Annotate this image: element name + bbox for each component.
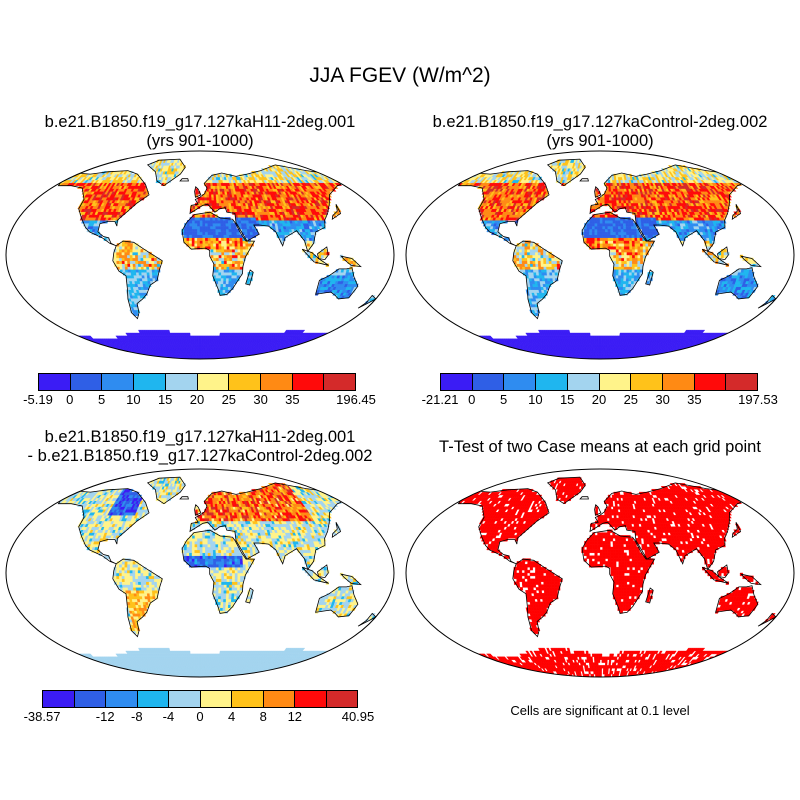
coastlines [57, 158, 377, 320]
colorbar-tick-label: 20 [189, 392, 205, 407]
map-border [5, 150, 395, 360]
panel-control-title-line1: b.e21.B1850.f19_g17.127kaControl-2deg.00… [432, 113, 768, 131]
colorbar-swatch [43, 691, 75, 707]
colorbar-tick-label: 35 [285, 392, 300, 407]
coastlines [457, 158, 777, 320]
panel-case-title-line2: (yrs 901-1000) [146, 132, 254, 150]
colorbar-tick-label: 0 [66, 392, 74, 407]
colorbar-tick-label: -8 [131, 709, 143, 724]
colorbar-swatch [260, 374, 293, 390]
colorbar-swatch [102, 374, 135, 390]
colorbar-tick-label: -5.19 [23, 392, 53, 407]
colorbar-swatch [200, 691, 232, 707]
colorbar-swatch [232, 691, 264, 707]
colorbar-tick-label: -21.21 [421, 392, 459, 407]
panel-case-title: b.e21.B1850.f19_g17.127kaH11-2deg.001 (y… [0, 113, 400, 151]
colorbar-swatch [441, 374, 473, 390]
colorbar-swatch [631, 374, 663, 390]
colorbar-tick-label: 20 [591, 392, 607, 407]
colorbar-difference [42, 690, 358, 708]
colorbar-swatch [137, 691, 169, 707]
colorbar-tick-label: 25 [623, 392, 639, 407]
colorbar-tick-label: 12 [287, 709, 303, 724]
map-control [405, 150, 795, 360]
colorbar-swatch [694, 374, 727, 390]
colorbar-swatch [229, 374, 261, 390]
colorbar-swatch [197, 374, 230, 390]
colorbar-difference-ticks: -38.57 -12 -8 -4 0 4 8 12 40.95 [24, 709, 375, 727]
colorbar-swatch [70, 374, 103, 390]
colorbar-swatch [292, 374, 325, 390]
map-grid-cells [454, 159, 777, 359]
panel-difference-title-line1: b.e21.B1850.f19_g17.127kaH11-2deg.001 [44, 428, 356, 446]
colorbar-swatch [263, 691, 295, 707]
colorbar-swatch [472, 374, 505, 390]
colorbar-tick-label: 30 [655, 392, 670, 407]
colorbar-swatch [134, 374, 166, 390]
colorbar-swatch [74, 691, 106, 707]
colorbar-control [440, 373, 758, 391]
coastlines [457, 476, 777, 638]
panel-control-title-line2: (yrs 901-1000) [546, 132, 654, 150]
colorbar-tick-label: 40.95 [341, 709, 375, 724]
panel-difference-title: b.e21.B1850.f19_g17.127kaH11-2deg.001 - … [0, 428, 400, 466]
colorbar-tick-label: 5 [97, 392, 106, 407]
significance-note: Cells are significant at 0.1 level [510, 703, 690, 718]
colorbar-swatch [504, 374, 537, 390]
colorbar-tick-label: 197.53 [738, 392, 778, 407]
colorbar-control-ticks: -21.21 0 5 10 15 20 25 30 35 197.53 [422, 392, 778, 410]
figure-title: JJA FGEV (W/m^2) [309, 64, 491, 87]
colorbar-swatch [662, 374, 695, 390]
map-border [405, 150, 795, 360]
panel-ttest-title: T-Test of two Case means at each grid po… [439, 438, 761, 456]
map-grid-cells [54, 477, 377, 677]
colorbar-tick-label: -12 [95, 709, 115, 724]
colorbar-swatch [106, 691, 138, 707]
colorbar-swatch [169, 691, 201, 707]
coastlines [57, 476, 377, 638]
map-border [5, 468, 395, 678]
colorbar-swatch [567, 374, 600, 390]
map-grid-cells [54, 159, 377, 359]
colorbar-tick-label: 10 [528, 392, 543, 407]
colorbar-tick-label: 8 [259, 709, 267, 724]
map-difference [5, 468, 395, 678]
map-case [5, 150, 395, 360]
colorbar-tick-label: 15 [559, 392, 575, 407]
colorbar-case-ticks: -5.19 0 5 10 15 20 25 30 35 196.45 [23, 392, 376, 410]
colorbar-swatch [39, 374, 71, 390]
colorbar-swatch [326, 691, 357, 707]
colorbar-tick-label: -4 [162, 709, 175, 724]
colorbar-tick-label: 0 [468, 392, 476, 407]
colorbar-tick-label: 196.45 [336, 392, 376, 407]
panel-control-title: b.e21.B1850.f19_g17.127kaControl-2deg.00… [400, 113, 800, 151]
colorbar-swatch [165, 374, 198, 390]
panel-difference-title-line2: - b.e21.B1850.f19_g17.127kaControl-2deg.… [27, 447, 373, 465]
colorbar-tick-label: 5 [499, 392, 508, 407]
colorbar-case [38, 373, 356, 391]
colorbar-tick-label: -38.57 [23, 709, 61, 724]
colorbar-swatch [324, 374, 356, 390]
colorbar-tick-label: 4 [227, 709, 236, 724]
colorbar-swatch [295, 691, 327, 707]
colorbar-tick-label: 10 [126, 392, 141, 407]
colorbar-swatch [536, 374, 568, 390]
panel-case-title-line1: b.e21.B1850.f19_g17.127kaH11-2deg.001 [44, 113, 356, 131]
colorbar-swatch [726, 374, 758, 390]
colorbar-tick-label: 30 [253, 392, 268, 407]
colorbar-tick-label: 0 [196, 709, 204, 724]
colorbar-swatch [599, 374, 632, 390]
colorbar-tick-label: 35 [687, 392, 702, 407]
map-grid-cells [454, 477, 777, 677]
colorbar-tick-label: 15 [157, 392, 173, 407]
map-border [405, 468, 795, 678]
map-ttest [405, 468, 795, 678]
colorbar-tick-label: 25 [221, 392, 237, 407]
